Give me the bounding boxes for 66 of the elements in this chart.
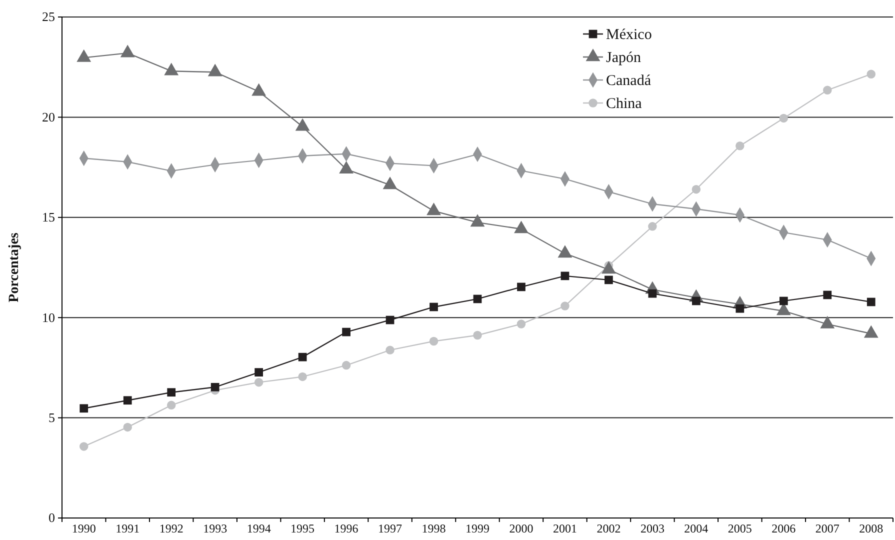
x-tick-label: 2001	[552, 522, 577, 536]
legend-label: México	[606, 27, 652, 43]
point	[516, 320, 526, 328]
y-tick-label: 15	[42, 210, 55, 225]
point	[604, 276, 613, 284]
x-tick-label: 2008	[859, 522, 884, 536]
x-tick-label: 2007	[815, 522, 840, 536]
y-tick-label: 25	[42, 9, 55, 24]
point	[123, 422, 132, 432]
x-tick-label: 1996	[334, 522, 358, 536]
x-tick-label: 2002	[596, 522, 621, 536]
x-tick-label: 1997	[378, 522, 402, 536]
x-tick-label: 1998	[422, 522, 446, 536]
point	[692, 296, 700, 306]
x-tick-label: 1993	[203, 522, 228, 536]
point	[473, 330, 482, 340]
point	[80, 404, 88, 413]
point	[342, 360, 351, 370]
point	[560, 272, 570, 280]
point	[560, 302, 570, 310]
point	[779, 296, 788, 306]
y-tick-label: 0	[48, 510, 55, 526]
x-tick-label: 1994	[246, 522, 271, 536]
point	[342, 328, 350, 336]
point	[80, 442, 88, 451]
point	[386, 316, 394, 324]
x-tick-label: 2003	[640, 522, 664, 536]
x-tick-label: 1999	[466, 522, 490, 536]
legend-label: China	[606, 96, 642, 112]
legend-label: Japón	[606, 50, 642, 66]
point	[473, 294, 482, 304]
legend-label: Canadá	[606, 73, 652, 89]
x-tick-label: 2005	[728, 522, 752, 536]
point	[210, 382, 220, 392]
point	[648, 222, 657, 231]
point	[866, 70, 876, 78]
point	[298, 352, 307, 362]
y-tick-label: 20	[42, 109, 55, 124]
y-tick-label: 5	[48, 410, 55, 425]
point	[648, 289, 657, 298]
point	[779, 114, 788, 123]
x-tick-label: 2000	[509, 522, 534, 536]
x-tick-label: 2006	[772, 522, 796, 536]
point	[167, 388, 176, 397]
point	[517, 282, 526, 292]
x-tick-label: 1992	[159, 522, 184, 536]
point	[123, 396, 132, 405]
point	[823, 86, 832, 95]
point	[736, 141, 744, 150]
point	[254, 368, 263, 376]
point	[298, 372, 307, 382]
y-axis-title: Porcentajes	[7, 232, 22, 302]
point	[866, 298, 876, 306]
point	[430, 302, 438, 312]
point	[386, 346, 394, 354]
point	[166, 400, 176, 410]
point	[254, 378, 264, 387]
x-tick-label: 1995	[290, 522, 315, 536]
point	[823, 290, 832, 300]
x-tick-label: 1990	[72, 522, 96, 536]
y-tick-label: 10	[42, 310, 55, 325]
point	[429, 336, 438, 346]
point	[692, 184, 701, 194]
x-tick-label: 2004	[684, 522, 708, 536]
point	[736, 304, 744, 313]
x-tick-label: 1991	[116, 522, 140, 536]
